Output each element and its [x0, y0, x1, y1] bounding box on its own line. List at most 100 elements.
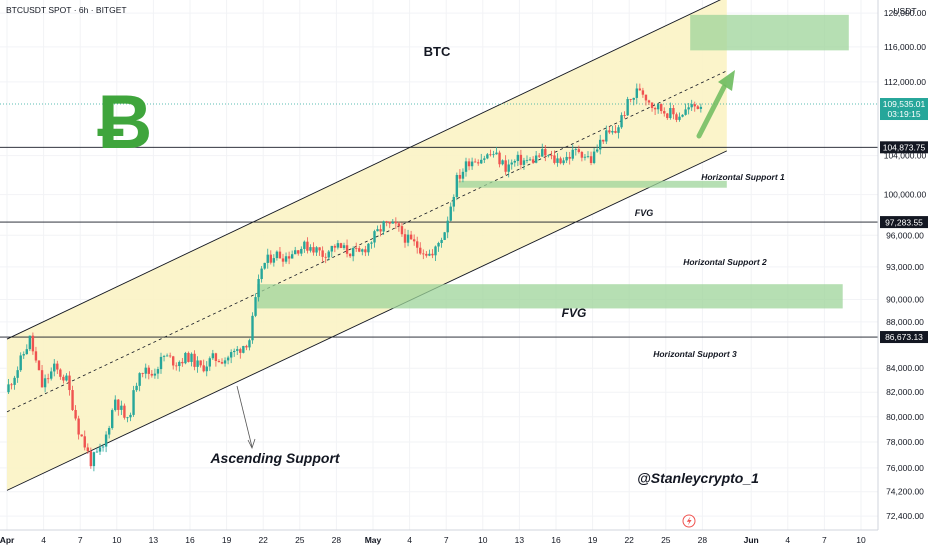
candle-body — [626, 99, 629, 116]
candle-body — [46, 378, 50, 380]
candle-body — [312, 247, 315, 253]
candle-body — [348, 253, 352, 257]
candle-body — [101, 446, 105, 448]
price-axis[interactable]: USDT 120,000.00 116,000.00 112,000.00 104,0… — [877, 0, 928, 530]
candle-body — [309, 247, 312, 251]
candle-body — [693, 104, 696, 107]
candle-body — [364, 249, 367, 253]
candle-body — [266, 254, 269, 263]
projection-arrow-icon — [718, 70, 735, 91]
price-tick-label: 93,000.00 — [886, 262, 924, 272]
candle-body — [202, 365, 205, 372]
level-badge — [880, 331, 928, 344]
price-tick-label: 112,000.00 — [884, 77, 926, 87]
candle-body — [376, 229, 379, 232]
candle-body — [132, 390, 135, 415]
time-tick-label: 19 — [222, 535, 232, 545]
time-tick-label: 4 — [41, 535, 46, 545]
zones-layer — [257, 14, 849, 309]
candle-body — [516, 154, 520, 162]
flash-icon[interactable] — [682, 514, 696, 528]
candle-body — [412, 239, 416, 242]
candle-body — [416, 241, 419, 248]
candle-body — [86, 447, 89, 452]
time-tick-label: 4 — [407, 535, 412, 545]
candle-body — [370, 242, 373, 244]
candle-body — [40, 370, 44, 388]
candle-body — [135, 385, 138, 391]
candle-body — [528, 159, 532, 161]
price-tick-label: 100,000.00 — [884, 190, 927, 200]
candle-body — [77, 418, 80, 435]
candle-body — [599, 139, 602, 150]
candle-body — [592, 151, 596, 164]
candle-body — [419, 247, 422, 254]
price-tick-label: 76,000.00 — [886, 463, 924, 473]
time-tick-label: 28 — [698, 535, 708, 545]
candle-body — [333, 245, 337, 248]
level-badge-label: 86,673.13 — [885, 332, 923, 342]
candle-body — [623, 115, 626, 116]
candle-body — [269, 254, 272, 263]
candle-body — [492, 154, 495, 156]
candle-body — [361, 249, 364, 252]
candle-body — [629, 99, 632, 100]
candle-body — [236, 349, 239, 351]
candle-body — [80, 434, 83, 437]
candle-body — [403, 234, 407, 243]
candle-body — [327, 251, 330, 258]
candle-body — [165, 355, 169, 357]
fvg-zone — [257, 284, 843, 309]
candle-body — [31, 335, 35, 352]
candle-body — [553, 155, 556, 163]
candle-body — [62, 376, 65, 381]
candle-body — [595, 149, 599, 152]
candle-body — [28, 335, 32, 350]
candle-body — [577, 149, 581, 153]
candle-body — [65, 375, 68, 381]
candle-body — [178, 361, 181, 367]
support-3-label: Horizontal Support 3 — [653, 349, 737, 359]
candle-body — [644, 94, 648, 101]
candle-body — [181, 361, 184, 364]
candle-body — [321, 250, 324, 257]
candle-body — [656, 104, 660, 110]
candle-body — [647, 100, 651, 103]
candle-body — [156, 369, 160, 374]
candle-body — [300, 248, 303, 254]
candle-body — [583, 156, 587, 158]
time-tick-label: Jun — [744, 535, 759, 545]
time-tick-label: 16 — [551, 535, 561, 545]
price-tick-label: 116,000.00 — [884, 42, 926, 52]
candle-body — [217, 360, 221, 363]
candle-body — [147, 367, 150, 374]
candle-body — [660, 104, 663, 112]
current-price-value: 109,535.01 — [883, 99, 926, 109]
candle-body — [385, 221, 388, 223]
candle-body — [226, 357, 230, 361]
time-tick-label: 10 — [112, 535, 122, 545]
candle-body — [324, 256, 327, 258]
candle-body — [675, 114, 678, 120]
candle-body — [339, 243, 343, 248]
candle-body — [123, 405, 126, 418]
candle-body — [510, 162, 513, 165]
candle-body — [34, 351, 38, 361]
candle-body — [440, 239, 443, 244]
candle-body — [431, 253, 434, 256]
bitcoin-logo-icon: Ƀ — [98, 80, 153, 165]
time-axis[interactable]: Apr 4 7 10 13 16 19 22 25 28 May 4 7 10 13 16 19 22 25 28 Ju… — [0, 514, 878, 545]
candle-body — [556, 158, 559, 163]
candle-body — [586, 156, 590, 158]
candle-body — [669, 108, 672, 119]
candle-body — [199, 360, 202, 366]
time-tick-label: 28 — [332, 535, 342, 545]
candle-body — [205, 366, 208, 372]
candle-body — [504, 160, 507, 172]
time-tick-label: 4 — [785, 535, 790, 545]
candle-body — [602, 139, 605, 142]
level-badge-label: 97,283.55 — [885, 217, 923, 227]
candle-body — [641, 90, 645, 95]
channel-mid-line — [6, 70, 727, 413]
